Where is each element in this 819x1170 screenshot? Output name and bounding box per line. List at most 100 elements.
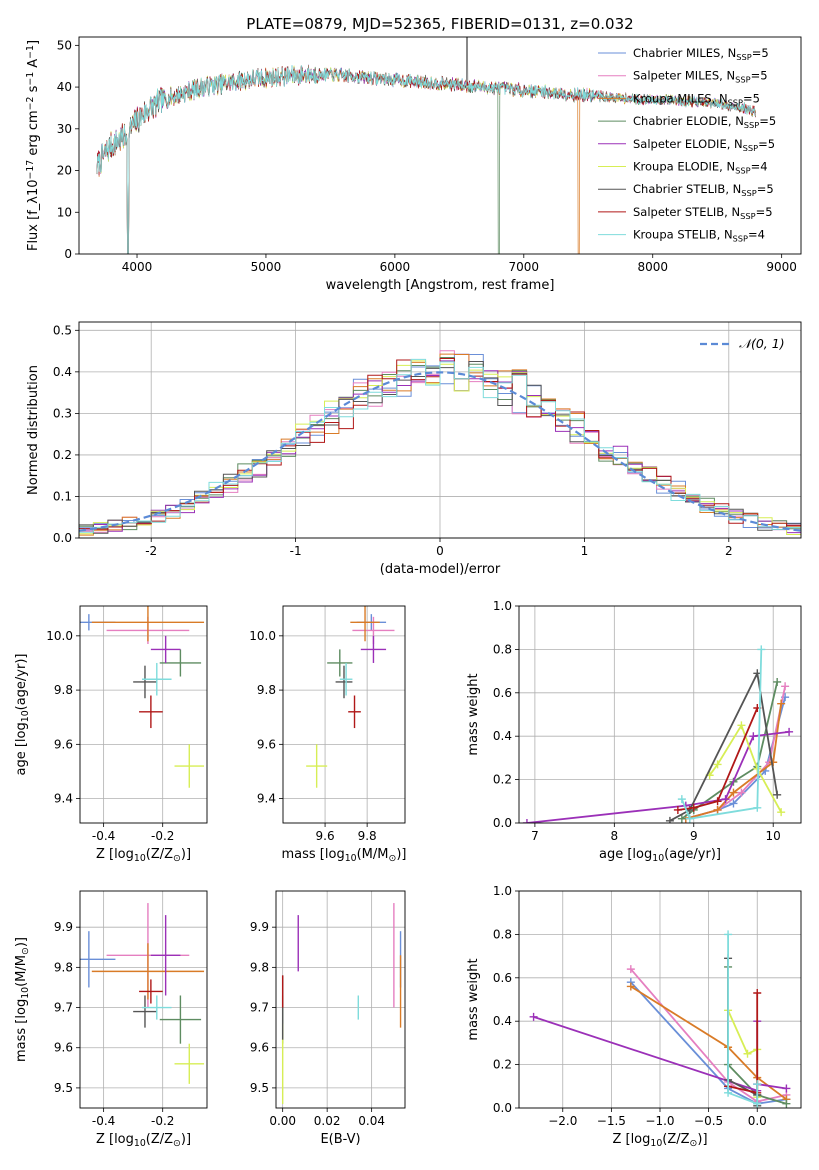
x-tick-label: −1.5 — [597, 1114, 626, 1128]
y-tick-label: 10 — [57, 205, 72, 219]
y-tick-label: 0.4 — [493, 729, 512, 743]
residuals-panel: -2 -1 0 1 2 0.0 0.1 0.2 0.3 0.4 0.5 (data-model)/er… — [26, 321, 802, 577]
x-tick-label: 0 — [436, 544, 444, 558]
x-tick-label: 9.6 — [316, 829, 335, 843]
mass-weight-line — [680, 649, 763, 820]
mass-weight-line — [630, 968, 787, 1103]
y-axis-label: mass [log10(M/M⊙)] — [14, 937, 31, 1062]
plot-frame — [78, 321, 802, 539]
plot-area — [522, 645, 794, 823]
plot-area — [80, 903, 205, 1084]
x-tick-label: -1 — [290, 544, 302, 558]
plot-area — [529, 930, 791, 1108]
age-vs-mass-panel: 9.6 9.8 9.4 9.6 9.8 10.0 mass [log10(M/M⊙)] — [249, 605, 407, 864]
data-marker — [713, 805, 722, 814]
data-marker — [782, 1099, 791, 1108]
data-marker — [749, 732, 758, 741]
x-axis-label: Z [log10(Z/Z⊙)] — [96, 847, 191, 864]
legend-label: Salpeter MILES, NSSP=5 — [633, 69, 768, 85]
plot-area — [96, 37, 756, 254]
y-tick-label: 10.0 — [249, 629, 276, 643]
y-axis-label: Normed distribution — [26, 365, 41, 495]
x-tick-label: −1.0 — [645, 1114, 674, 1128]
data-marker — [724, 930, 733, 939]
x-axis-label: wavelength [Angstrom, rest frame] — [326, 278, 555, 293]
x-axis-label: Z [log10(Z/Z⊙)] — [612, 1132, 707, 1149]
y-tick-label: 9.6 — [250, 1041, 269, 1055]
y-axis-label: age [log10(age/yr)] — [14, 654, 31, 776]
age-vs-metallicity-panel: -0.4 -0.2 9.4 9.6 9.8 10.0 Z [log10(Z/Z⊙)] age … — [14, 605, 208, 864]
data-marker — [743, 1049, 752, 1058]
y-tick-label: 0.6 — [493, 971, 512, 985]
data-marker — [773, 677, 782, 686]
mass-weight-line — [727, 934, 759, 1105]
x-tick-label: 6000 — [380, 260, 411, 274]
legend-label: 𝒩(0, 1) — [739, 336, 785, 351]
x-axis-label: Z [log10(Z/Z⊙)] — [96, 1132, 191, 1149]
legend-label: Chabrier ELODIE, NSSP=5 — [633, 114, 776, 130]
x-tick-label: -0.4 — [92, 829, 115, 843]
y-tick-label: 0.4 — [53, 365, 72, 379]
data-marker — [753, 764, 762, 773]
plot-area — [80, 606, 205, 788]
data-marker — [785, 727, 794, 736]
x-tick-label: 5000 — [251, 260, 282, 274]
x-tick-label: 4000 — [122, 260, 153, 274]
x-axis-label: age [log10(age/yr)] — [599, 847, 721, 864]
data-marker — [753, 988, 762, 997]
legend-label: Kroupa ELODIE, NSSP=4 — [633, 160, 768, 176]
x-axis-label: E(B-V) — [320, 1132, 360, 1147]
data-marker — [777, 808, 786, 817]
x-tick-label: 8000 — [637, 260, 668, 274]
plot-area — [79, 350, 801, 538]
data-marker — [737, 788, 746, 797]
y-axis-label: Flux [f_λ10−17 erg cm−2 s−1 A−1] — [25, 40, 41, 251]
data-marker — [782, 1084, 791, 1093]
residual-histogram — [79, 358, 801, 536]
plot-frame — [518, 890, 802, 1109]
y-tick-label: 9.7 — [54, 1001, 73, 1015]
y-tick-label: 9.5 — [250, 1081, 269, 1095]
y-tick-label: 9.4 — [54, 792, 73, 806]
y-tick-label: 0.2 — [53, 448, 72, 462]
y-tick-label: 9.6 — [54, 1041, 73, 1055]
data-marker — [713, 760, 722, 769]
y-tick-label: 0.8 — [493, 642, 512, 656]
mass-vs-metallicity-panel: -0.4 -0.2 9.5 9.6 9.7 9.8 9.9 Z [log10(Z/Z⊙)] ma… — [14, 890, 208, 1149]
y-axis-label: mass weight — [466, 958, 481, 1040]
mass-weight-line — [630, 981, 787, 1105]
legend-label: Salpeter STELIB, NSSP=5 — [633, 205, 773, 221]
x-tick-label: 2 — [725, 544, 733, 558]
y-tick-label: 9.4 — [257, 792, 276, 806]
data-marker — [729, 799, 738, 808]
plot-frame — [78, 36, 802, 255]
data-marker — [665, 816, 674, 823]
x-tick-label: 0.00 — [269, 1114, 296, 1128]
data-marker — [673, 805, 682, 814]
x-tick-label: 10 — [766, 829, 781, 843]
data-marker — [685, 814, 694, 823]
y-tick-label: 0 — [64, 247, 72, 261]
data-marker — [677, 814, 686, 823]
legend-label: Kroupa MILES, NSSP=5 — [633, 91, 760, 107]
data-marker — [753, 1099, 762, 1108]
y-tick-label: 9.6 — [54, 737, 73, 751]
data-marker — [529, 1012, 538, 1021]
data-marker — [626, 965, 635, 974]
data-marker — [753, 1080, 762, 1089]
spectrum-legend: Chabrier MILES, NSSP=5 Salpeter MILES, NS… — [598, 46, 776, 244]
gaussian-curve — [79, 371, 801, 532]
data-marker — [677, 795, 686, 804]
mass-weight-vs-metallicity-panel: −2.0 −1.5 −1.0 −0.5 0.0 0.0 0.2 0.4 0.6 0.8 1.0 Z [… — [466, 884, 802, 1149]
y-axis-label: mass weight — [466, 673, 481, 755]
data-marker — [773, 790, 782, 799]
legend-label: Chabrier MILES, NSSP=5 — [633, 46, 769, 62]
y-tick-label: 1.0 — [493, 884, 512, 898]
mass-vs-extinction-panel: 0.00 0.02 0.04 9.5 9.6 9.7 9.8 9.9 E(B-V) — [250, 890, 406, 1147]
data-marker — [781, 682, 790, 691]
plot-frame — [518, 605, 802, 824]
x-tick-label: −2.0 — [548, 1114, 577, 1128]
x-tick-label: 9000 — [766, 260, 797, 274]
x-tick-label: 9.8 — [358, 829, 377, 843]
